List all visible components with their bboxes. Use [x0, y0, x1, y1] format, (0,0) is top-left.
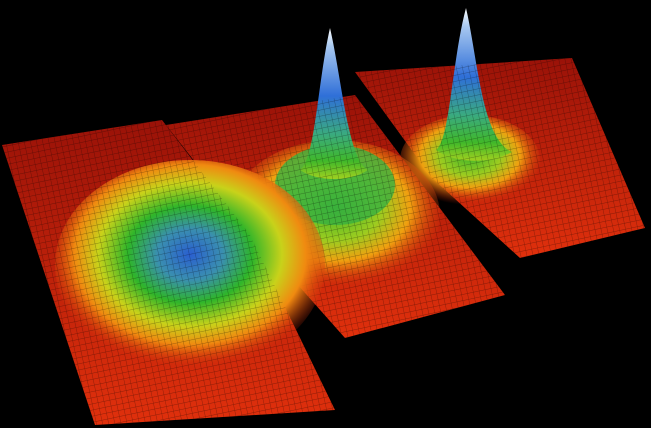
panel-left — [2, 120, 335, 425]
panel-right — [355, 8, 645, 258]
panel-middle — [166, 28, 505, 338]
